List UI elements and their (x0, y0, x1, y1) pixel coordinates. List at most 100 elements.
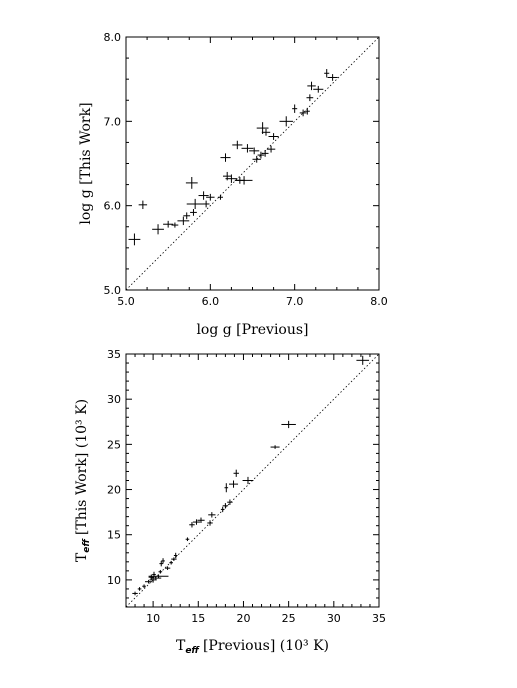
y-tick-label: 10 (107, 574, 121, 587)
y-ticks: 10 15 20 25 30 35 (107, 348, 379, 608)
data-point (229, 480, 239, 488)
y-tick-label: 35 (107, 348, 121, 361)
data-point (261, 150, 269, 157)
y-tick-label: 5.0 (104, 284, 122, 297)
data-point (171, 222, 179, 228)
data-point (164, 566, 171, 570)
data-point (169, 560, 173, 565)
x-axis-label-text: [Previous] (10³ K) (203, 638, 329, 654)
data-point (163, 220, 174, 228)
teff-subscript: eff (82, 538, 92, 553)
y-tick-label: 25 (107, 438, 121, 451)
data-point (171, 557, 177, 561)
data-point (268, 133, 279, 140)
data-point (198, 191, 209, 200)
y-tick-label: 30 (107, 393, 121, 406)
y-tick-label: 6.0 (104, 200, 122, 213)
y-axis-label-text: [This Work] (10³ K) (74, 399, 90, 535)
data-point (242, 476, 254, 485)
x-tick-label: 10 (146, 612, 160, 625)
data-point (299, 109, 307, 117)
x-axis-label: log g [Previous] (196, 322, 308, 338)
data-point (257, 151, 265, 159)
x-tick-label: 6.0 (202, 295, 220, 308)
data-point (152, 224, 164, 235)
data-point (186, 198, 204, 210)
data-point (144, 579, 153, 584)
data-point (192, 519, 201, 525)
logg-data-points (128, 69, 338, 246)
data-point (190, 209, 197, 216)
x-tick-label: 8.0 (370, 295, 388, 308)
data-point (185, 176, 198, 189)
y-axis-label: log g [This Work] (78, 102, 94, 224)
data-point (183, 212, 191, 220)
data-point (189, 522, 195, 528)
data-point (306, 94, 314, 102)
data-point (224, 483, 229, 493)
data-point (138, 200, 148, 210)
plot-frame (125, 353, 380, 608)
data-point (148, 574, 169, 579)
y-tick-label: 20 (107, 484, 121, 497)
data-point (241, 144, 254, 153)
teff-data-points (132, 355, 370, 596)
data-point (261, 128, 271, 136)
y-axis-label: Teff [This Work] (10³ K) (74, 399, 92, 562)
data-point (232, 140, 243, 150)
teff-symbol: T (74, 552, 90, 562)
teff-symbol: T (176, 638, 186, 654)
data-point (142, 584, 146, 589)
data-point (128, 233, 141, 246)
data-point (197, 517, 205, 523)
data-point (327, 74, 338, 81)
x-tick-label: 25 (282, 612, 296, 625)
data-point (207, 520, 213, 526)
data-point (307, 81, 316, 91)
y-ticks: 5.0 6.0 7.0 8.0 (104, 31, 379, 297)
data-point (266, 145, 276, 153)
x-tick-label: 35 (372, 612, 386, 625)
data-point (356, 355, 370, 365)
data-point (324, 69, 330, 78)
data-point (233, 469, 239, 477)
x-tick-label: 7.0 (286, 295, 304, 308)
data-point (159, 560, 164, 567)
data-point (206, 193, 215, 201)
logg-comparison-panel: 5.0 6.0 7.0 8.0 5.0 6.0 7.0 8.0 log g [Previou… (78, 31, 388, 338)
data-point (132, 591, 138, 596)
data-point (281, 420, 296, 429)
data-point (220, 153, 231, 162)
x-axis-label: Teff [Previous] (10³ K) (176, 638, 329, 656)
plot-frame (125, 36, 380, 291)
y-tick-label: 15 (107, 529, 121, 542)
one-to-one-line (125, 36, 380, 291)
x-ticks: 10 15 20 25 30 35 (125, 354, 386, 625)
data-point (185, 537, 190, 542)
data-point (158, 569, 163, 574)
data-point (208, 512, 216, 518)
y-tick-label: 7.0 (104, 115, 122, 128)
data-point (220, 506, 225, 513)
data-point (235, 176, 253, 185)
data-point (137, 587, 142, 591)
x-tick-label: 5.0 (117, 295, 135, 308)
data-point (150, 576, 162, 580)
data-point (177, 216, 190, 226)
teff-subscript: eff (185, 646, 200, 656)
data-point (161, 558, 165, 564)
data-point (313, 85, 324, 93)
x-tick-label: 20 (236, 612, 250, 625)
data-point (227, 499, 233, 505)
x-tick-label: 30 (327, 612, 341, 625)
data-point (173, 552, 178, 559)
data-point (304, 107, 310, 115)
x-ticks: 5.0 6.0 7.0 8.0 (117, 37, 388, 308)
x-tick-label: 15 (191, 612, 205, 625)
data-point (225, 174, 238, 183)
data-point (252, 155, 261, 163)
data-point (270, 445, 280, 449)
data-point (222, 503, 229, 509)
